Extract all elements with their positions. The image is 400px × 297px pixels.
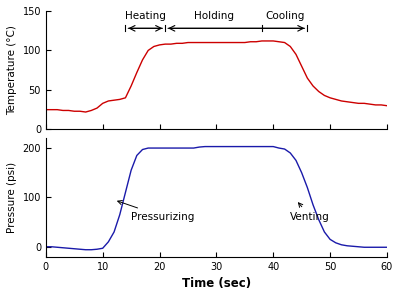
Y-axis label: Pressure (psi): Pressure (psi) [7,162,17,233]
X-axis label: Time (sec): Time (sec) [182,277,251,290]
Text: Heating: Heating [125,11,166,21]
Text: Holding: Holding [194,11,234,21]
Text: Pressurizing: Pressurizing [118,200,194,222]
Text: Venting: Venting [290,203,330,222]
Y-axis label: Temperature (°C): Temperature (°C) [7,25,17,115]
Text: Cooling: Cooling [265,11,304,21]
